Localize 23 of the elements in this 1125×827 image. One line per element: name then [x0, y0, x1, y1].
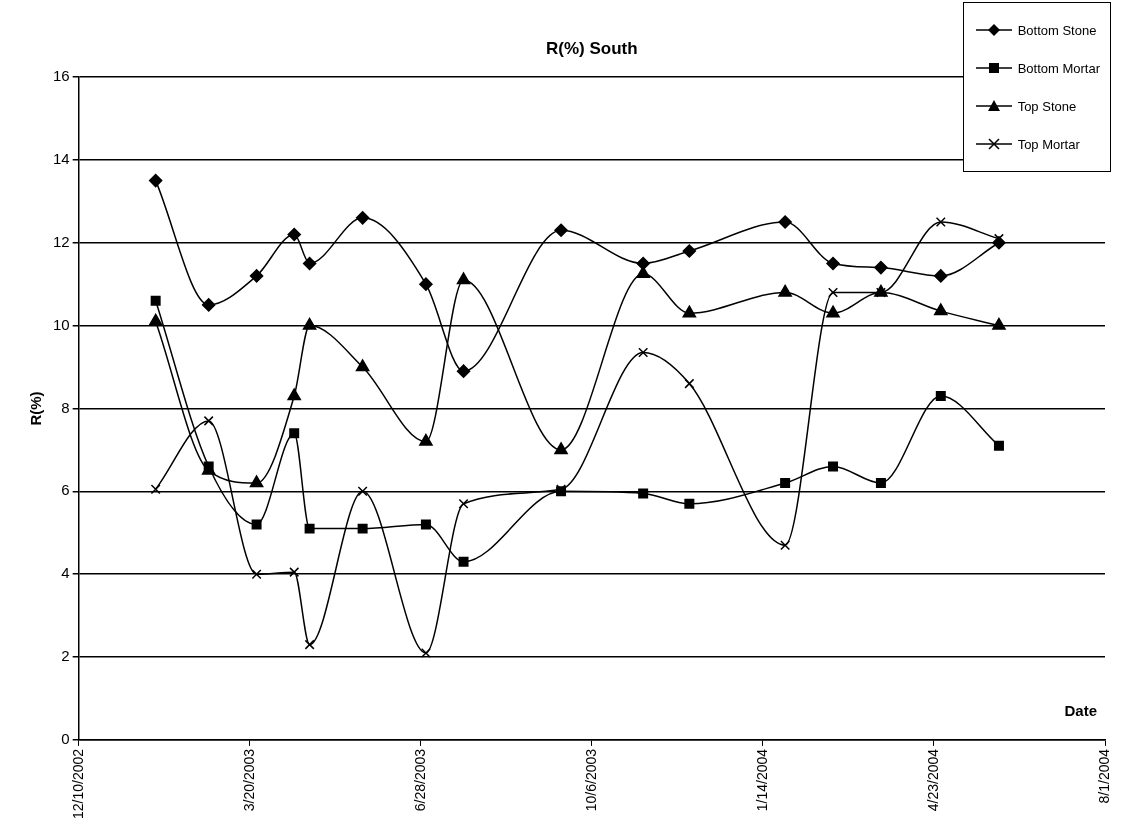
legend-label: Bottom Mortar [1017, 60, 1100, 76]
y-axis-title: R(%) [26, 391, 44, 426]
x-tick-label: 10/6/2003 [582, 748, 599, 812]
x-tick-label: 12/10/2002 [69, 748, 86, 820]
y-tick-label: 8 [61, 398, 70, 416]
x-tick-label: 4/23/2004 [924, 748, 941, 812]
legend-label: Top Mortar [1017, 136, 1080, 152]
y-tick-label: 12 [53, 232, 70, 250]
y-tick-label: 2 [61, 647, 70, 665]
x-tick-label: 8/1/2004 [1095, 748, 1112, 804]
x-tick-label: 1/14/2004 [753, 748, 770, 812]
y-tick-label: 6 [61, 481, 70, 499]
y-tick-label: 10 [53, 315, 70, 333]
y-tick-label: 16 [53, 67, 70, 85]
y-tick-label: 14 [53, 150, 70, 168]
chart-title: R(%) South [546, 38, 638, 58]
x-axis-title: Date [1064, 702, 1097, 720]
legend-label: Bottom Stone [1017, 22, 1097, 38]
x-tick-label: 6/28/2003 [411, 748, 428, 812]
x-tick-label: 3/20/2003 [240, 748, 257, 812]
y-tick-label: 0 [61, 730, 70, 748]
y-tick-label: 4 [61, 564, 70, 582]
legend-label: Top Stone [1017, 98, 1077, 114]
